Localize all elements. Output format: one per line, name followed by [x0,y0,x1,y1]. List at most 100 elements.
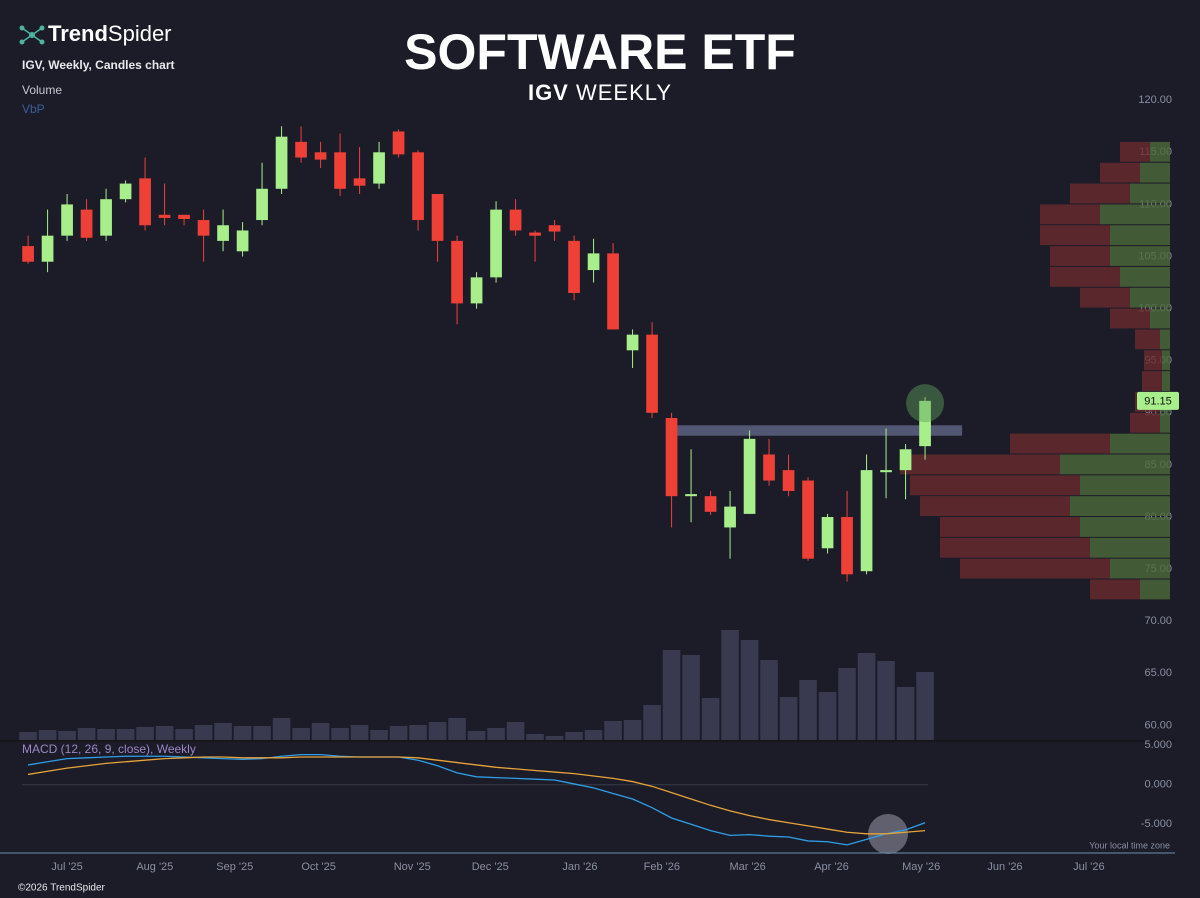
volume-bar [623,720,642,740]
volume-bar [97,729,115,740]
x-tick-label: Sep '25 [216,861,253,873]
candle-body [314,152,327,160]
candle-body [295,141,307,158]
candle-body [158,214,171,218]
volume-bar [214,723,232,740]
candle-body [412,152,424,221]
y-tick-label: 60.00 [1144,719,1172,731]
vbp-up [1080,475,1170,496]
candle-body [899,449,912,471]
volume-bar [643,705,661,740]
x-tick-label: May '26 [902,861,940,873]
volume-bar [896,687,915,740]
macd-line [27,754,926,846]
candle-body [548,225,561,232]
resistance-band [675,425,963,436]
candle-body [353,178,366,186]
volume-bar [487,728,505,740]
volume-bar [467,731,486,740]
vbp-up [1090,537,1170,558]
candle-body [626,334,639,351]
candle-body [607,253,619,330]
volume-bar [604,721,622,740]
x-tick-label: Nov '25 [394,861,431,873]
candle-body [61,204,73,236]
candle-body [217,225,229,241]
volume-bar [272,718,291,740]
vbp-up [1130,287,1170,308]
candle-body [470,277,483,304]
x-tick-label: Jul '26 [1073,861,1104,873]
vbp-down [1144,350,1162,371]
candle-body [724,506,736,528]
candle-body [646,334,658,413]
x-tick-label: Feb '26 [644,861,680,873]
brand: TrendSpider [48,21,172,46]
y-tick-label: 120.00 [1138,94,1172,106]
vbp-up [1060,454,1170,475]
volume-bar [682,655,700,740]
vbp-down [910,475,1080,496]
candle-body [22,246,34,262]
candle-body [529,232,541,236]
volume-bar [253,726,271,740]
vbp-up [1110,225,1170,246]
subtitle-bold: IGV [528,80,569,105]
vbp-up [1110,558,1170,579]
candle-body [139,178,151,226]
volume-label: Volume [22,83,62,97]
candle-body [743,438,756,514]
candle-body [100,199,112,236]
vbp-up [1110,246,1170,266]
volume-bar [545,736,564,740]
candle-body [841,517,853,575]
volume-bar [77,728,96,740]
vbp-down [940,537,1090,558]
x-tick-label: Jul '25 [51,861,82,873]
candle-body [197,220,210,236]
vbp-down [1040,204,1100,225]
volume-bar [526,734,544,740]
candle-body [256,188,268,221]
vbp-up [1100,204,1170,225]
subtitle-rest: WEEKLY [576,80,672,105]
macd-label: MACD (12, 26, 9, close), Weekly [22,742,196,756]
candle-body [821,517,834,549]
vbp-down [1040,225,1110,246]
vbp-up [1140,162,1170,183]
vbp-down [1050,246,1110,266]
candle-body [763,454,775,481]
candle-body [568,240,580,293]
volume-bar [292,728,310,740]
volume-bar [818,692,837,740]
candle-body [880,470,892,473]
volume-bar [370,730,388,740]
x-tick-label: Jan '26 [562,861,597,873]
volume-bar [155,726,174,740]
vbp-down [1010,433,1110,454]
volume-bar [194,725,213,740]
vbp-up [1140,579,1170,600]
vbp-down [1050,266,1120,287]
vbp-up [1162,350,1170,371]
candle-body [860,470,873,572]
highlight-circle [906,384,945,423]
candle-body [451,240,463,304]
volume-bar [350,725,369,740]
volume-bar [799,680,817,740]
vbp-down [1142,371,1162,391]
vbp-up [1070,496,1170,517]
candle-body [275,136,288,189]
volume-bar [136,727,154,740]
candle-body [509,209,522,231]
x-tick-label: Oct '25 [301,861,336,873]
vbp-down [920,496,1070,517]
macd-line [27,756,926,835]
vbp-up [1160,329,1170,350]
vbp-down [1090,579,1140,600]
candle-body [431,193,444,241]
chart-label: IGV, Weekly, Candles chart [22,58,175,72]
chart-subtitle: IGV WEEKLY [528,80,672,105]
